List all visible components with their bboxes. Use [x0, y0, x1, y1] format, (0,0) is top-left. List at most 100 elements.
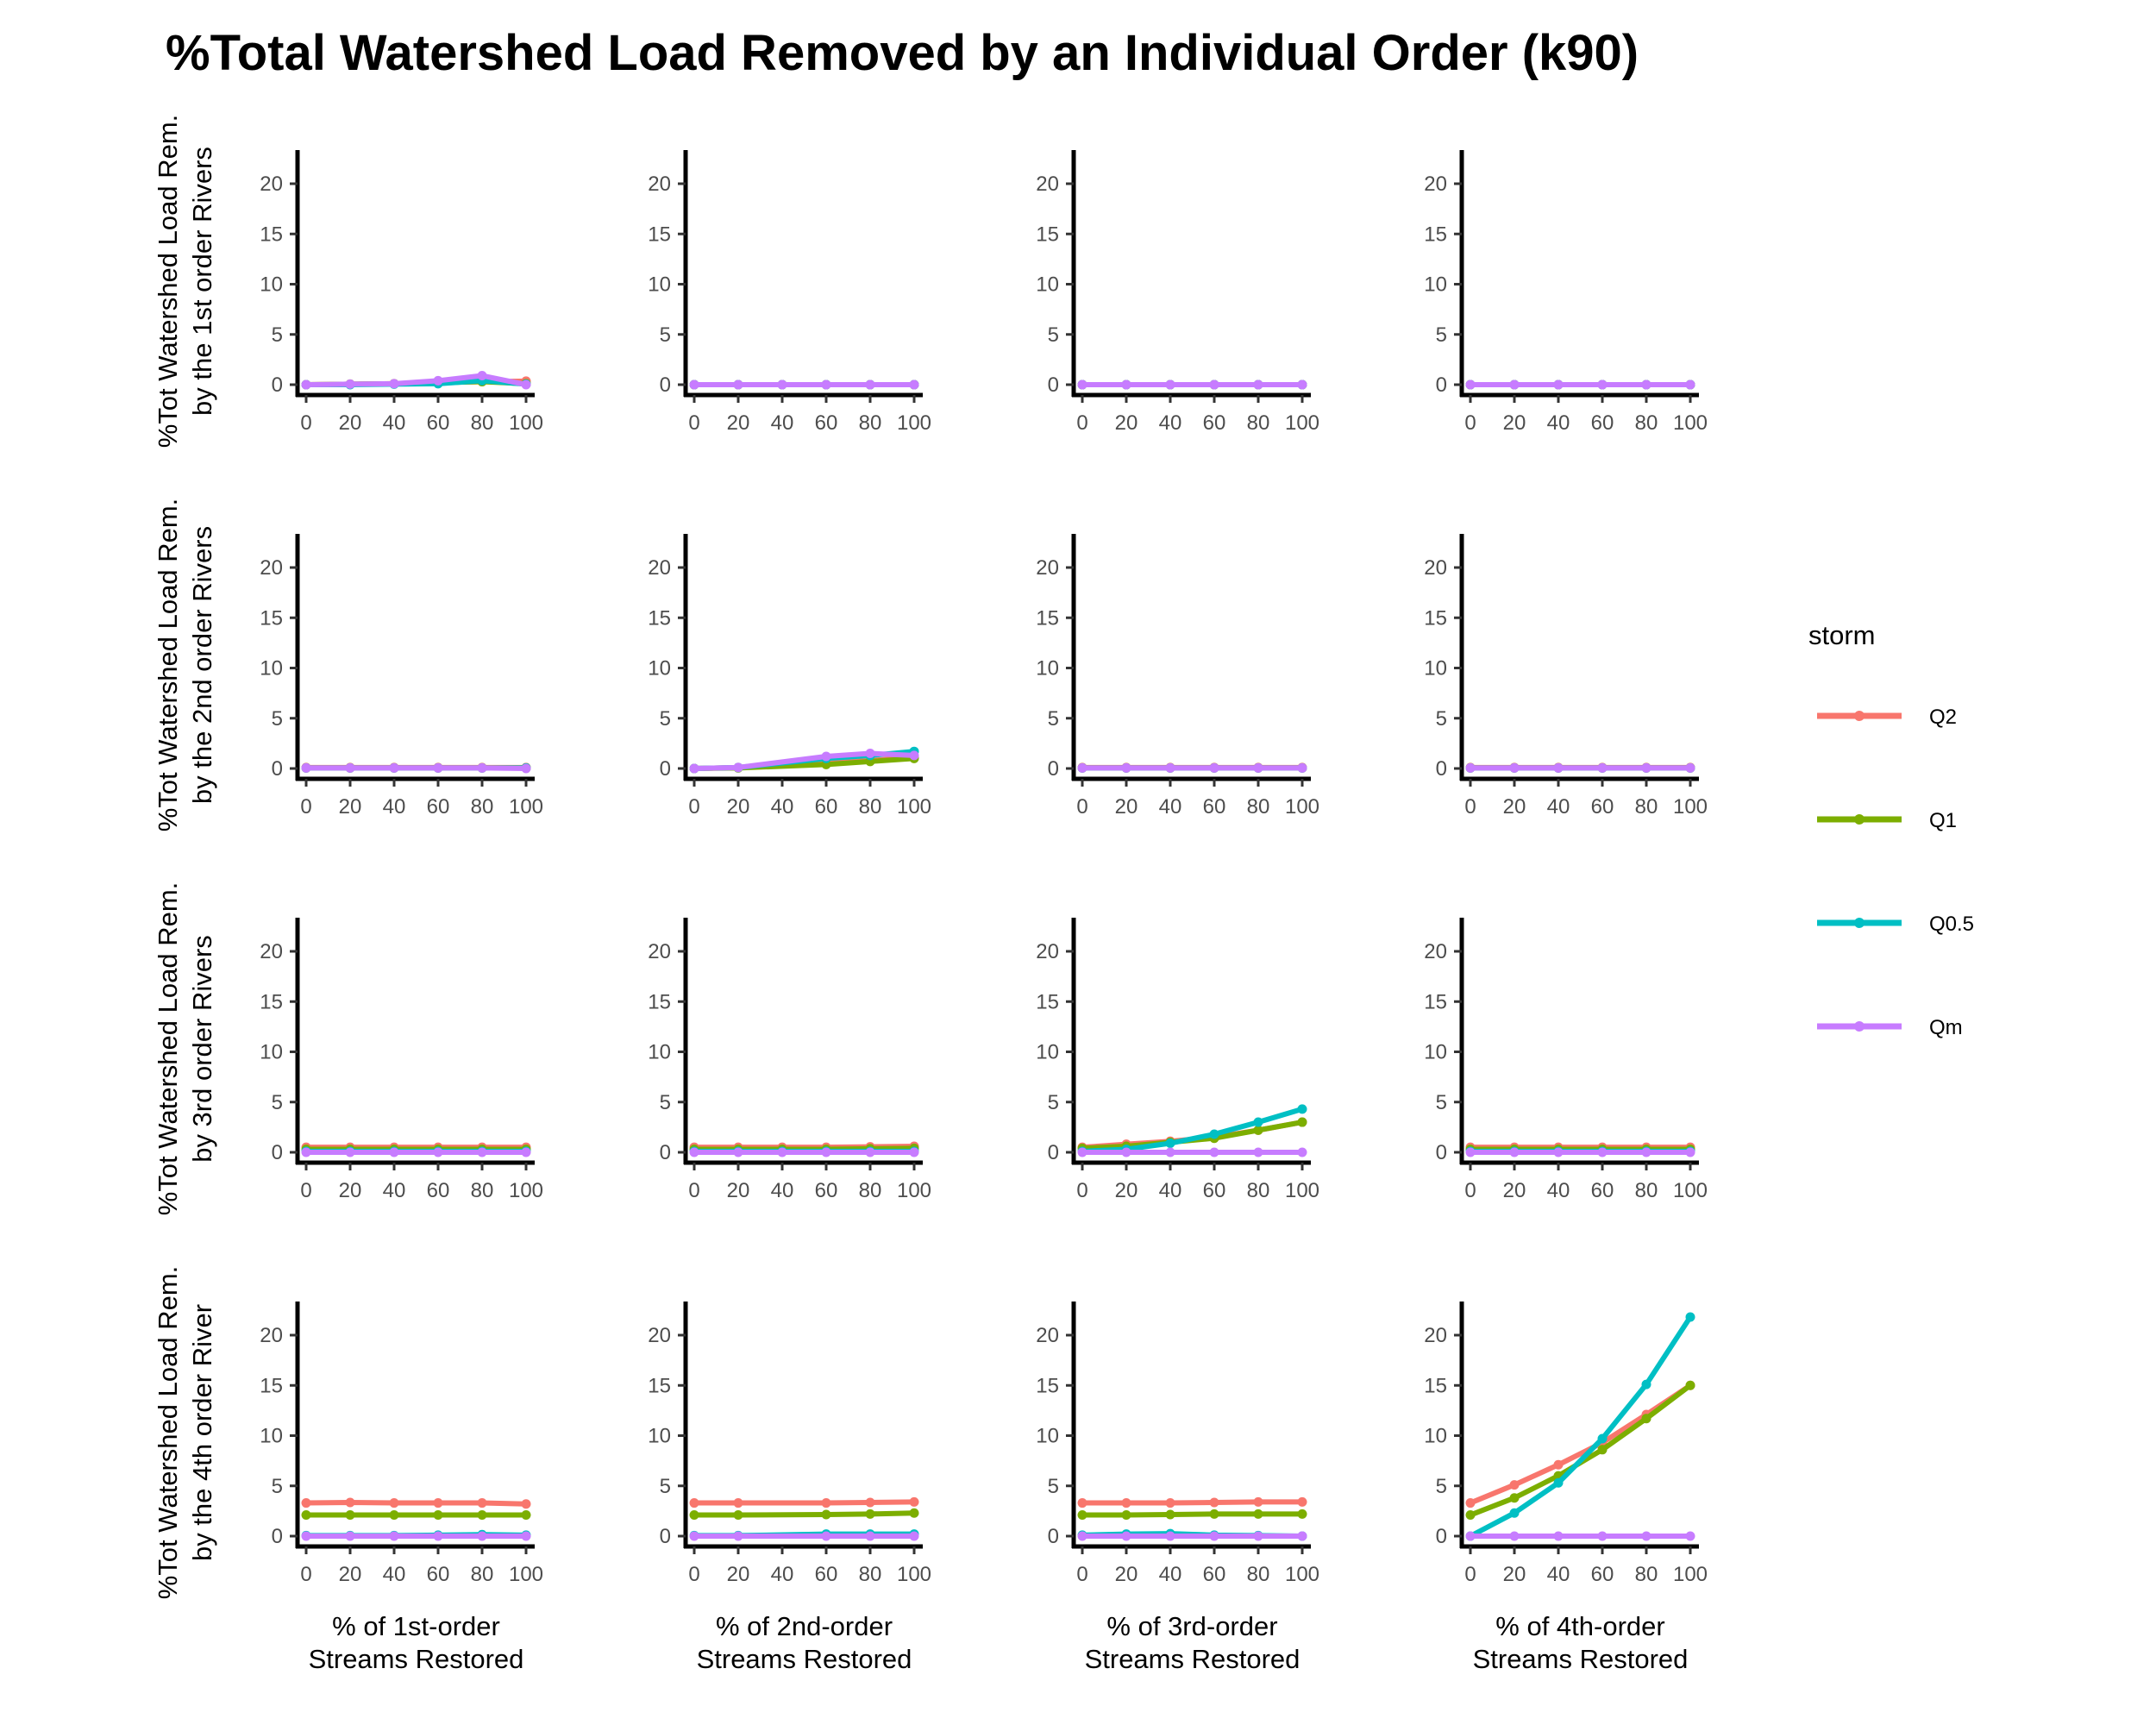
y-tick-label: 0 [660, 757, 671, 781]
x-tick-label: 40 [771, 1563, 794, 1586]
data-point-qm [1077, 762, 1087, 773]
y-tick-label: 5 [1048, 323, 1059, 347]
data-point-qm [1121, 1147, 1131, 1157]
data-point-qm [1597, 380, 1608, 390]
x-tick-label: 20 [339, 1179, 362, 1202]
x-tick-label: 0 [300, 795, 311, 819]
y-axis-title: by the 1st order Rivers [187, 147, 217, 416]
data-point-qm [1465, 762, 1476, 773]
y-tick-label: 5 [272, 323, 283, 347]
y-tick-label: 15 [1424, 1374, 1447, 1397]
legend-label: Qm [1929, 1016, 1963, 1039]
data-point-q1 [1253, 1509, 1263, 1519]
data-point-q0-5 [1253, 1117, 1263, 1127]
y-tick-label: 0 [660, 1525, 671, 1548]
x-tick-label: 40 [383, 795, 406, 819]
data-point-qm [433, 762, 443, 773]
x-tick-label: 40 [1547, 1179, 1570, 1202]
data-point-qm [1465, 380, 1476, 390]
x-tick-label: 80 [1635, 1563, 1658, 1586]
x-tick-label: 20 [1503, 795, 1526, 819]
data-point-q1 [521, 1510, 531, 1521]
data-point-qm [865, 1531, 875, 1541]
y-tick-label: 0 [1436, 757, 1447, 781]
y-tick-label: 10 [260, 657, 283, 681]
data-point-qm [433, 375, 443, 386]
x-tick-label: 80 [1247, 1179, 1270, 1202]
y-axis-title: by 3rd order Rivers [187, 935, 217, 1163]
data-point-q1 [1685, 1380, 1695, 1390]
x-axis-title: Streams Restored [309, 1644, 524, 1674]
x-tick-label: 40 [383, 1563, 406, 1586]
x-tick-label: 100 [1673, 1563, 1708, 1586]
y-tick-label: 20 [1424, 940, 1447, 963]
y-tick-label: 5 [272, 1475, 283, 1498]
data-point-q2 [733, 1498, 743, 1509]
x-tick-label: 60 [1203, 1179, 1226, 1202]
data-point-qm [777, 380, 787, 390]
x-tick-label: 40 [1159, 1563, 1182, 1586]
data-point-q1 [389, 1510, 399, 1521]
x-tick-label: 20 [1503, 411, 1526, 435]
data-point-q1 [1465, 1510, 1476, 1521]
data-point-qm [389, 1147, 399, 1157]
y-tick-label: 15 [1424, 606, 1447, 630]
y-axis-title: %Tot Watershed Load Rem. [153, 115, 183, 448]
x-tick-label: 100 [509, 411, 543, 435]
data-point-q2 [1297, 1496, 1307, 1507]
data-point-qm [1297, 1147, 1307, 1157]
x-tick-label: 0 [1076, 411, 1087, 435]
data-point-qm [1121, 380, 1131, 390]
data-point-qm [521, 1147, 531, 1157]
x-tick-label: 80 [1247, 1563, 1270, 1586]
data-point-qm [689, 380, 699, 390]
data-point-qm [389, 762, 399, 773]
y-tick-label: 5 [1436, 323, 1447, 347]
data-point-qm [1209, 380, 1219, 390]
x-tick-label: 80 [1635, 411, 1658, 435]
data-point-qm [301, 762, 311, 773]
x-tick-label: 40 [1547, 411, 1570, 435]
data-point-q2 [1165, 1498, 1175, 1509]
data-point-qm [821, 751, 831, 762]
data-point-q1 [1253, 1125, 1263, 1135]
x-tick-label: 0 [300, 1179, 311, 1202]
x-axis-title: Streams Restored [1473, 1644, 1689, 1674]
series-line-q2 [1468, 1383, 1693, 1506]
data-point-qm [1165, 1147, 1175, 1157]
data-point-qm [1165, 762, 1175, 773]
y-tick-label: 20 [648, 556, 671, 580]
series-line-q1 [692, 1510, 917, 1518]
data-point-q2 [1253, 1496, 1263, 1507]
y-tick-label: 10 [1036, 1041, 1059, 1064]
data-point-q2 [389, 1498, 399, 1509]
data-point-qm [1465, 1531, 1476, 1541]
series-line-q2 [304, 1499, 529, 1507]
y-tick-label: 20 [648, 940, 671, 963]
data-point-q0-5 [1509, 1508, 1520, 1518]
data-point-qm [1297, 762, 1307, 773]
y-tick-label: 0 [1436, 1525, 1447, 1548]
y-tick-label: 15 [1424, 990, 1447, 1013]
y-axis-title: by the 2nd order Rivers [187, 526, 217, 804]
x-tick-label: 0 [1076, 1563, 1087, 1586]
y-tick-label: 20 [1036, 1324, 1059, 1347]
x-tick-label: 20 [727, 795, 750, 819]
y-tick-label: 20 [1036, 172, 1059, 196]
y-tick-label: 20 [260, 940, 283, 963]
data-point-qm [433, 1531, 443, 1541]
y-axis-title: %Tot Watershed Load Rem. [153, 499, 183, 832]
data-point-qm [1121, 1531, 1131, 1541]
data-point-qm [1165, 380, 1175, 390]
x-tick-label: 60 [815, 1563, 838, 1586]
x-tick-label: 20 [1115, 1179, 1138, 1202]
data-point-q2 [1077, 1498, 1087, 1509]
data-point-qm [345, 1147, 355, 1157]
x-tick-label: 40 [771, 411, 794, 435]
y-tick-label: 10 [260, 273, 283, 297]
data-point-q0-5 [1685, 1312, 1695, 1322]
y-tick-label: 5 [660, 1475, 671, 1498]
y-tick-label: 0 [272, 1141, 283, 1164]
x-tick-label: 80 [859, 1179, 882, 1202]
